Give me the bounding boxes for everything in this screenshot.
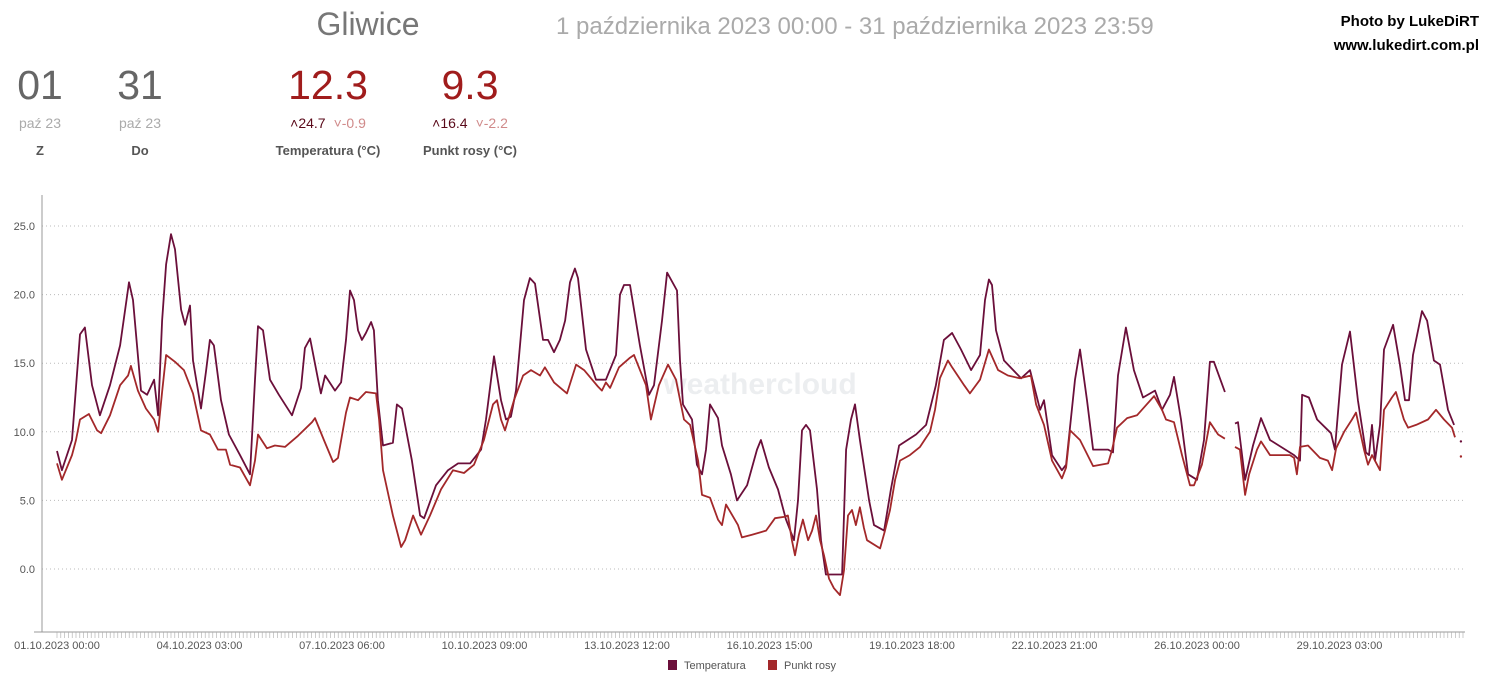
x-tick-label: 22.10.2023 21:00	[1012, 640, 1098, 652]
x-minor-ticks	[56, 632, 1464, 638]
legend: Temperatura Punkt rosy	[668, 660, 836, 672]
dewpoint-current: 9.3	[441, 62, 499, 108]
x-tick-label: 01.10.2023 00:00	[14, 640, 100, 652]
temperature-max: ˄24.7	[290, 115, 326, 131]
stat-from: 01 paź 23 Z	[0, 62, 100, 158]
y-tick-label: 20.0	[14, 290, 35, 302]
data-point	[1459, 455, 1463, 458]
x-tick-label: 13.10.2023 12:00	[584, 640, 670, 652]
dewpoint-line	[56, 348, 1226, 596]
station-name: Gliwice	[316, 6, 420, 42]
caret-down-icon: ˅	[475, 115, 484, 131]
dewpoint-label: Punkt rosy (°C)	[422, 143, 518, 158]
from-month: paź 23	[18, 115, 62, 131]
credit-url: www.lukedirt.com.pl	[1333, 37, 1479, 54]
data-point	[1459, 440, 1463, 443]
stat-dewpoint: 9.3 ˄16.4 ˅-2.2 Punkt rosy (°C)	[410, 62, 530, 158]
x-tick-label: 07.10.2023 06:00	[299, 640, 385, 652]
legend-swatch	[668, 660, 677, 670]
caret-down-icon: ˅	[333, 115, 342, 131]
axes: 0.0 5.0 10.0 15.0 20.0 25.0 01.10.2023 00:00 04…	[14, 195, 1465, 652]
y-tick-label: 25.0	[14, 221, 35, 233]
x-tick-label: 10.10.2023 09:00	[442, 640, 528, 652]
watermark-logo: weathercloud	[662, 368, 856, 401]
date-range[interactable]: 1 października 2023 00:00 - 31 październ…	[556, 13, 1154, 40]
from-day: 01	[17, 62, 63, 108]
from-label: Z	[36, 143, 44, 158]
temperature-min: ˅-0.9	[333, 115, 366, 131]
caret-up-icon: ˄	[290, 115, 299, 131]
y-tick-label: 5.0	[20, 495, 35, 507]
x-tick-label: 29.10.2023 03:00	[1297, 640, 1383, 652]
temperature-line	[1234, 310, 1455, 481]
stat-temperature: 12.3 ˄24.7 ˅-0.9 Temperatura (°C)	[268, 62, 388, 158]
dewpoint-line	[1234, 391, 1456, 496]
caret-up-icon: ˄	[432, 115, 441, 131]
to-day: 31	[117, 62, 163, 108]
stat-to: 31 paź 23 Do	[80, 62, 200, 158]
dewpoint-min: ˅-2.2	[475, 115, 508, 131]
temperature-line	[56, 233, 1226, 576]
dewpoint-max: ˄16.4	[432, 115, 468, 131]
temperature-label: Temperatura (°C)	[275, 143, 381, 158]
photo-credit: Photo by LukeDiRT	[1340, 13, 1479, 30]
series	[56, 233, 1463, 596]
temperature-current: 12.3	[288, 62, 368, 108]
y-tick-label: 10.0	[14, 427, 35, 439]
legend-label: Punkt rosy	[784, 660, 836, 672]
x-tick-label: 26.10.2023 00:00	[1154, 640, 1240, 652]
y-tick-label: 15.0	[14, 358, 35, 370]
x-tick-label: 16.10.2023 15:00	[727, 640, 813, 652]
legend-label: Temperatura	[684, 660, 747, 672]
legend-swatch	[768, 660, 777, 670]
x-tick-label: 04.10.2023 03:00	[157, 640, 243, 652]
to-month: paź 23	[118, 115, 162, 131]
x-tick-label: 19.10.2023 18:00	[869, 640, 955, 652]
y-tick-label: 0.0	[20, 564, 35, 576]
to-label: Do	[131, 143, 149, 158]
